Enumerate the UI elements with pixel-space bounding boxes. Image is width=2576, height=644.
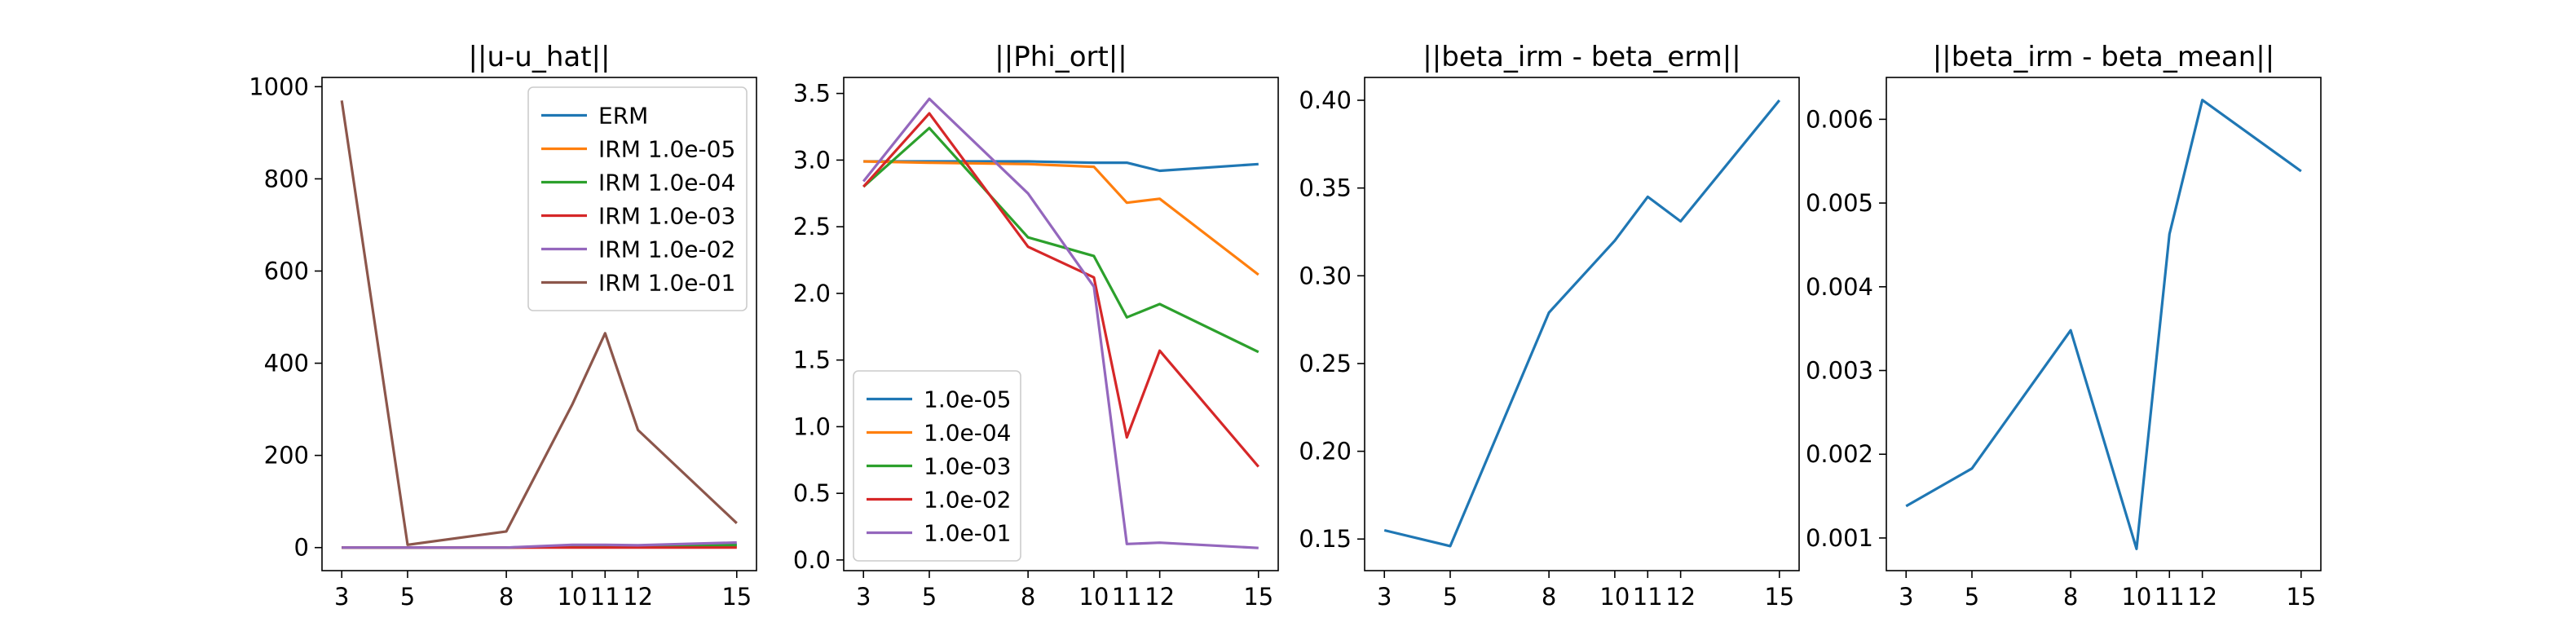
y-tick-label: 0.006: [1806, 105, 1873, 133]
y-tick-label: 1000: [249, 73, 309, 100]
y-tick-label: 3.5: [793, 80, 831, 108]
legend-label: IRM 1.0e-01: [598, 270, 735, 297]
panel-title: ||beta_irm - beta_mean||: [1933, 41, 2274, 73]
axes-frame: [843, 77, 1279, 571]
legend-label: IRM 1.0e-04: [598, 170, 735, 196]
series-line: [863, 160, 1259, 276]
y-tick-label: 400: [264, 350, 309, 377]
x-tick-label: 10: [1078, 583, 1109, 611]
y-tick-label: 800: [264, 165, 309, 192]
x-tick-label: 12: [1145, 583, 1175, 611]
y-tick-label: 0.15: [1299, 525, 1352, 553]
x-tick-label: 11: [2155, 583, 2185, 611]
series-line: [342, 540, 737, 549]
x-tick-label: 8: [1542, 583, 1556, 611]
y-tick-label: 1.0: [793, 412, 831, 440]
x-tick-label: 8: [2063, 583, 2078, 611]
x-tick-label: 5: [400, 583, 415, 611]
y-tick-label: 0.20: [1299, 438, 1352, 465]
y-tick-label: 0.003: [1806, 357, 1873, 385]
y-tick-label: 0.35: [1299, 174, 1352, 202]
y-tick-label: 0.30: [1299, 262, 1352, 289]
panel-title: ||Phi_ort||: [995, 41, 1127, 73]
legend-box: [527, 86, 748, 311]
legend-label: 1.0e-05: [924, 386, 1012, 413]
series-line: [862, 126, 1259, 354]
axes-frame: [1886, 77, 2322, 571]
panel-1: ||u-u_hat|| 3 5 8 10 11 12 15 0 200 400 600 800 1000 E…: [249, 41, 757, 611]
legend-label: IRM 1.0e-03: [598, 203, 735, 230]
y-tick-label: 0.001: [1806, 524, 1873, 552]
x-tick-label: 10: [557, 583, 587, 611]
x-tick-label: 15: [721, 583, 752, 611]
series-line: [862, 112, 1260, 468]
y-tick-label: 0.25: [1299, 350, 1352, 377]
x-tick-label: 3: [1899, 583, 1913, 611]
series-line: [340, 100, 738, 546]
y-tick-label: 0.0: [793, 546, 831, 574]
panel-4: ||beta_irm - beta_mean|| 3 5 8 10 11 12 15 0.001…: [1806, 41, 2322, 611]
series-line: [1905, 99, 2302, 550]
panel-2: ||Phi_ort|| 3 5 8 10 11 12 15 0.0 0.5 1.0 1.5 2.0 2.5…: [793, 41, 1279, 611]
panel-title: ||u-u_hat||: [469, 41, 611, 73]
legend-box: [853, 370, 1021, 562]
panel-title: ||beta_irm - beta_erm||: [1423, 41, 1740, 73]
x-tick-label: 5: [1443, 583, 1458, 611]
x-tick-label: 10: [1599, 583, 1630, 611]
y-tick-label: 2.0: [793, 280, 831, 307]
series-line: [862, 97, 1259, 549]
x-tick-label: 12: [1665, 583, 1696, 611]
y-tick-label: 0.40: [1299, 86, 1352, 114]
legend-label: ERM: [598, 103, 648, 130]
x-tick-label: 3: [1377, 583, 1392, 611]
y-tick-label: 0: [294, 534, 309, 562]
x-tick-label: 15: [1243, 583, 1273, 611]
x-tick-label: 15: [2286, 583, 2316, 611]
panel-3: ||beta_irm - beta_erm|| 3 5 8 10 11 12 15 0.15 0.…: [1299, 41, 1800, 611]
x-tick-label: 11: [1633, 583, 1663, 611]
axes-frame: [1364, 77, 1800, 571]
x-tick-label: 12: [623, 583, 653, 611]
x-tick-label: 5: [1965, 583, 1979, 611]
axes-frame: [321, 77, 757, 571]
x-tick-label: 11: [1112, 583, 1142, 611]
y-tick-label: 200: [264, 442, 309, 470]
x-tick-label: 12: [2187, 583, 2217, 611]
legend: 1.0e-05 1.0e-04 1.0e-03 1.0e-02 1.0e-01: [853, 370, 1021, 562]
series-line: [1383, 99, 1781, 548]
x-tick-label: 11: [590, 583, 620, 611]
y-tick-label: 0.005: [1806, 189, 1873, 217]
legend-label: 1.0e-03: [924, 453, 1012, 480]
legend: ERM IRM 1.0e-05 IRM 1.0e-04 IRM 1.0e-03 IRM …: [527, 86, 748, 311]
legend-label: 1.0e-01: [924, 520, 1012, 547]
legend-label: IRM 1.0e-05: [598, 136, 735, 163]
x-tick-label: 3: [856, 583, 871, 611]
x-tick-label: 8: [1021, 583, 1035, 611]
x-tick-label: 8: [499, 583, 514, 611]
y-tick-label: 0.004: [1806, 273, 1873, 301]
x-tick-label: 3: [334, 583, 349, 611]
x-tick-label: 10: [2121, 583, 2151, 611]
legend-label: 1.0e-04: [924, 420, 1012, 447]
y-tick-label: 3.0: [793, 146, 831, 174]
y-tick-label: 1.5: [793, 346, 831, 374]
y-tick-label: 0.5: [793, 479, 831, 507]
y-tick-label: 600: [264, 257, 309, 285]
legend-label: IRM 1.0e-02: [598, 236, 735, 263]
y-tick-label: 0.002: [1806, 440, 1873, 468]
legend-label: 1.0e-02: [924, 487, 1012, 514]
y-tick-label: 2.5: [793, 213, 831, 240]
x-tick-label: 15: [1764, 583, 1794, 611]
x-tick-label: 5: [922, 583, 937, 611]
